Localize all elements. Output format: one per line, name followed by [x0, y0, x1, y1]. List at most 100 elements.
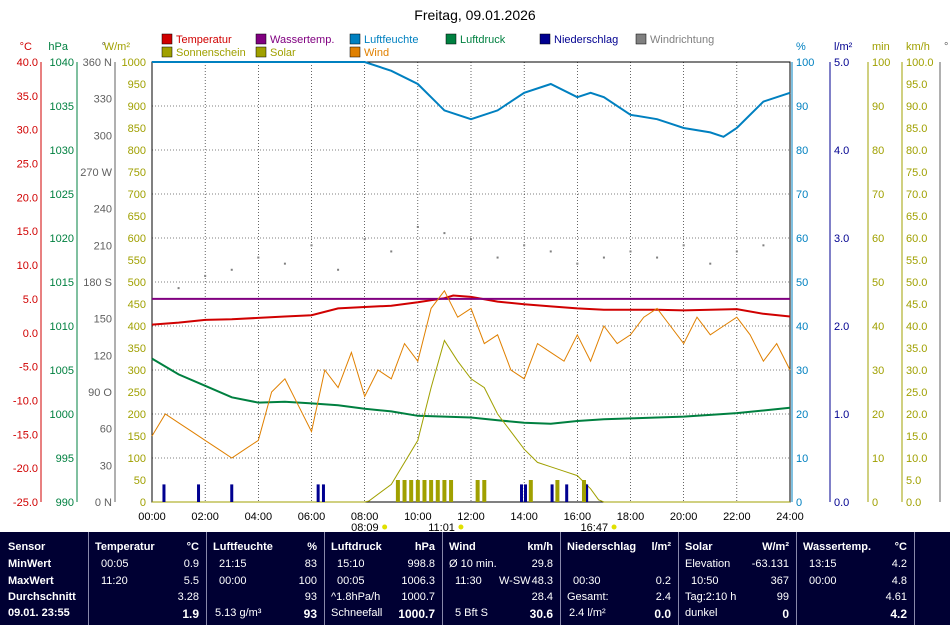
left-axis-tick-label: 150	[128, 431, 146, 443]
luftfeuchte-min-time: 21:15	[219, 558, 247, 570]
left-axis-tick-label: 1015	[50, 277, 74, 289]
right-axis-tick-label: 60	[796, 233, 808, 245]
legend-swatch	[349, 33, 361, 45]
left-axis-tick-label: -20.0	[13, 463, 38, 475]
wind-unit: km/h	[527, 541, 553, 553]
left-axis-tick-label: 1030	[50, 145, 74, 157]
luftdruck-max: 1006.3	[401, 575, 435, 587]
niederschlag-total: 2.4	[655, 591, 671, 603]
left-axis-tick-label: 60	[100, 424, 112, 436]
wind-max-direction: W-SW	[499, 575, 531, 587]
left-axis-tick-label: 250	[128, 387, 146, 399]
left-axis-tick-label: 210	[94, 240, 112, 252]
left-axis-tick-label: 1025	[50, 189, 74, 201]
stats-luftdruck-column: Luftdruck hPa 15:10 998.8 00:05 1006.3 ^…	[324, 532, 443, 625]
bar-sonnenschein	[475, 480, 480, 502]
left-axis-tick-label: 1035	[50, 101, 74, 113]
right-axis-tick-label: 90.0	[906, 101, 927, 113]
x-axis-tick-label: 00:00	[138, 511, 166, 523]
legend-swatch	[161, 46, 173, 58]
right-axis-tick-label: 20	[796, 409, 808, 421]
left-axis-tick-label: 300	[94, 130, 112, 142]
wind-direction-point	[682, 244, 685, 247]
right-axis-tick-label: 95.0	[906, 79, 927, 91]
legend-label: Wind	[364, 47, 389, 59]
luftdruck-max-time: 00:05	[337, 575, 365, 587]
series-line-wind	[151, 289, 791, 459]
stats-sensor-column: Sensor MinWert MaxWert Durchschnitt 09.0…	[0, 532, 88, 625]
left-axis-unit: W/m²	[104, 41, 131, 53]
right-axis-tick-label: 30.0	[906, 365, 927, 377]
legend-label: Niederschlag	[554, 34, 618, 46]
legend-label: Windrichtung	[650, 34, 714, 46]
right-axis-tick-label: 70	[872, 189, 884, 201]
left-axis-tick-label: 500	[128, 277, 146, 289]
legend-swatch	[349, 46, 361, 58]
x-axis-tick-label: 10:00	[404, 511, 432, 523]
solar-day-length: Tag:2:10 h	[685, 591, 737, 603]
solar-day-value: 99	[776, 591, 789, 603]
x-axis-tick-label: 16:00	[564, 511, 592, 523]
left-axis-tick-label: 90 O	[88, 387, 112, 399]
sun-event-label: 16:47	[581, 522, 609, 532]
left-axis-tick-label: 0	[140, 497, 146, 509]
left-axis-tick-label: 100	[128, 453, 146, 465]
bar-niederschlag	[523, 484, 527, 502]
bar-niederschlag	[550, 484, 554, 502]
legend-swatch	[255, 33, 267, 45]
right-axis-tick-label: 20	[872, 409, 884, 421]
legend-swatch	[635, 33, 647, 45]
temperatur-min-time: 00:05	[101, 558, 129, 570]
solar-current: 0	[782, 607, 789, 621]
right-axis-unit: °	[944, 41, 948, 53]
right-axis-tick-label: 50	[796, 277, 808, 289]
right-axis-tick-label: 3.0	[834, 233, 849, 245]
bar-sonnenschein	[429, 480, 434, 502]
left-axis-tick-label: 30.0	[17, 125, 38, 137]
temperatur-max-time: 11:20	[101, 575, 128, 587]
x-axis-tick-label: 24:00	[776, 511, 804, 523]
series-line-luftfeuchte	[152, 61, 791, 138]
luftdruck-min: 998.8	[407, 558, 435, 570]
bar-sonnenschein	[422, 480, 427, 502]
left-axis-tick-label: 990	[56, 497, 74, 509]
left-axis-tick-label: 600	[128, 233, 146, 245]
x-axis-tick-label: 20:00	[670, 511, 698, 523]
luftfeuchte-current: 93	[303, 607, 317, 621]
luftdruck-unit: hPa	[414, 541, 435, 553]
solar-state: dunkel	[685, 607, 718, 619]
stats-wind-column: Wind km/h Ø 10 min. 29.8 11:30 W-SW 48.3…	[442, 532, 561, 625]
luftfeuchte-max: 100	[298, 575, 317, 587]
left-axis-tick-label: 400	[128, 321, 146, 333]
temperatur-header: Temperatur	[95, 541, 155, 553]
wind-direction-point	[709, 262, 712, 265]
bar-niederschlag	[197, 484, 201, 502]
stats-solar-column: Solar W/m² Elevation -63.131 10:50 367 T…	[678, 532, 797, 625]
legend-label: Luftfeuchte	[364, 34, 418, 46]
row-label-min: MinWert	[8, 558, 52, 570]
left-axis-tick-label: 1000	[50, 409, 74, 421]
right-axis-tick-label: 65.0	[906, 211, 927, 223]
right-axis-unit: %	[796, 41, 806, 53]
weather-chart: Freitag, 09.01.2026 Temperatur Wassertemp…	[13, 7, 948, 532]
luftdruck-avg: 1000.7	[401, 591, 435, 603]
right-axis-tick-label: 75.0	[906, 167, 927, 179]
right-axis-tick-label: 10	[796, 453, 808, 465]
right-axis-tick-label: 5.0	[906, 475, 921, 487]
left-axis-tick-label: 650	[128, 211, 146, 223]
niederschlag-total-label: Gesamt:	[567, 591, 609, 603]
right-axis-tick-label: 70	[796, 189, 808, 201]
wind-direction-point	[204, 274, 207, 277]
left-axis-tick-label: 240	[94, 204, 112, 216]
right-axis-tick-label: 40	[872, 321, 884, 333]
wind-direction-point	[337, 268, 340, 271]
wind-direction-point	[762, 244, 765, 247]
left-axis-tick-label: -25.0	[13, 497, 38, 509]
temperatur-max: 5.5	[183, 575, 199, 587]
left-axis-unit: hPa	[48, 41, 68, 53]
left-axis-tick-label: 0 N	[95, 497, 112, 509]
solar-elevation: -63.131	[751, 558, 789, 570]
right-axis-tick-label: 100	[872, 57, 890, 69]
niederschlag-unit: l/m²	[651, 541, 671, 553]
left-axis-tick-label: 180 S	[83, 277, 112, 289]
